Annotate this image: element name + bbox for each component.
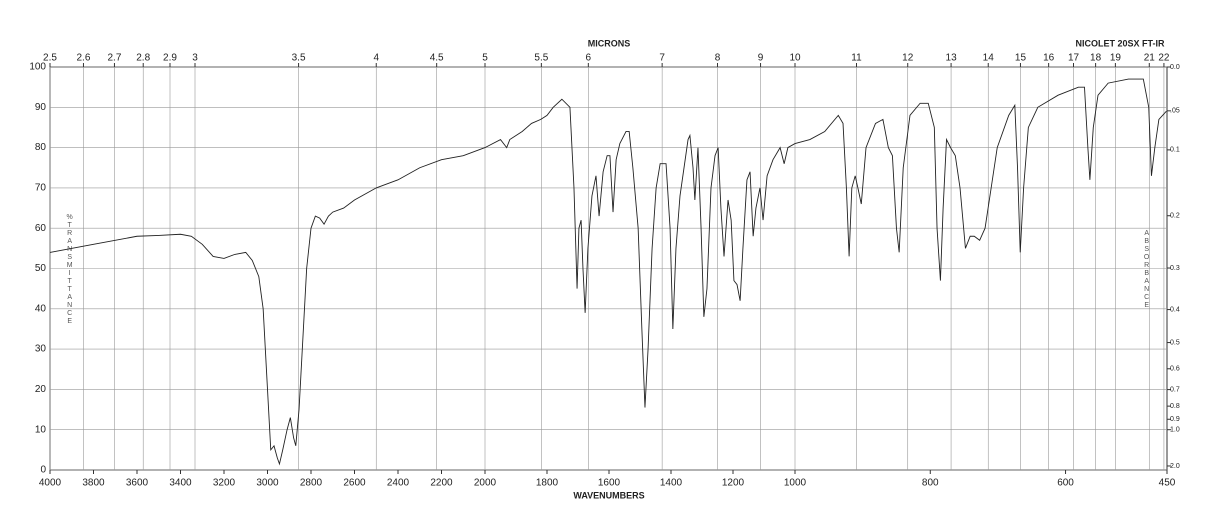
y2-tick-label: 0.1: [1170, 147, 1180, 154]
chart-title: NICOLET 20SX FT-IR: [1075, 38, 1165, 48]
x-tick-label: 2400: [387, 478, 410, 489]
top-tick-label: 2.7: [107, 53, 121, 64]
x-tick-label: 1000: [784, 478, 807, 489]
x-tick-label: 1600: [598, 478, 621, 489]
x-tick-label: 450: [1159, 478, 1176, 489]
y-axis-label: %TRANSMITTANCE: [66, 214, 73, 326]
y2-tick-label: 1.0: [1170, 427, 1180, 434]
top-tick-label: 5.5: [534, 53, 548, 64]
x-tick-label: 2600: [343, 478, 366, 489]
top-tick-label: 13: [946, 53, 958, 64]
x-tick-label: 3400: [169, 478, 192, 489]
y2-tick-label: 0.2: [1170, 213, 1180, 220]
y2-tick-label: 0.7: [1170, 386, 1180, 393]
x-tick-label: 2200: [430, 478, 453, 489]
top-tick-label: 5: [482, 53, 488, 64]
x-tick-label: 1800: [536, 478, 559, 489]
x-tick-label: 4000: [39, 478, 62, 489]
y-tick-label: 100: [29, 62, 46, 73]
x-tick-label: 3600: [126, 478, 149, 489]
y-tick-label: 10: [35, 424, 47, 435]
y2-tick-label: 0.3: [1170, 265, 1180, 272]
top-tick-label: 12: [902, 53, 914, 64]
y2-tick-label: 2.0: [1170, 463, 1180, 470]
spectrum-line: [49, 78, 1167, 466]
top-tick-label: 9: [758, 53, 764, 64]
x-tick-label: 3200: [213, 478, 236, 489]
x-tick-label: 2000: [474, 478, 497, 489]
y-tick-label: 20: [35, 384, 47, 395]
top-tick-label: 4.5: [430, 53, 444, 64]
y-tick-label: 70: [35, 183, 47, 194]
x-axis-label: WAVENUMBERS: [573, 490, 644, 500]
y-tick-label: 80: [35, 142, 47, 153]
top-tick-label: 6: [586, 53, 592, 64]
top-tick-label: 2.6: [77, 53, 91, 64]
y2-axis-label: ABSORBANCE: [1143, 230, 1150, 310]
top-axis-label: MICRONS: [588, 38, 631, 48]
top-tick-label: 2.8: [136, 53, 150, 64]
x-tick-label: 600: [1057, 478, 1074, 489]
x-tick-label: 3800: [82, 478, 105, 489]
top-tick-label: 2.9: [163, 53, 177, 64]
x-tick-label: 800: [922, 478, 939, 489]
top-tick-label: 21: [1144, 53, 1156, 64]
top-tick-label: 17: [1068, 53, 1080, 64]
y2-tick-label: 0.0: [1170, 64, 1180, 71]
top-tick-label: 8: [715, 53, 721, 64]
y-tick-label: 40: [35, 303, 47, 314]
top-tick-label: 11: [851, 53, 862, 64]
y2-tick-label: .05: [1170, 108, 1180, 115]
y-tick-label: 30: [35, 344, 47, 355]
x-tick-label: 1200: [722, 478, 745, 489]
top-tick-label: 14: [983, 53, 995, 64]
y-tick-label: 0: [40, 465, 46, 476]
top-tick-label: 2.5: [43, 53, 57, 64]
top-tick-label: 3.5: [292, 53, 306, 64]
y-tick-label: 90: [35, 102, 47, 113]
top-tick-label: 16: [1043, 53, 1055, 64]
x-tick-label: 3000: [256, 478, 279, 489]
y2-tick-label: 0.6: [1170, 366, 1180, 373]
top-tick-label: 15: [1015, 53, 1027, 64]
y2-tick-label: 0.4: [1170, 306, 1180, 313]
top-tick-label: 18: [1090, 53, 1102, 64]
top-tick-label: 10: [789, 53, 801, 64]
top-tick-label: 3: [192, 53, 198, 64]
top-tick-label: 4: [373, 53, 379, 64]
y2-tick-label: 0.5: [1170, 339, 1180, 346]
y2-tick-label: 0.8: [1170, 403, 1180, 410]
top-tick-label: 7: [659, 53, 665, 64]
y-tick-label: 50: [35, 263, 47, 274]
top-tick-label: 22: [1158, 53, 1170, 64]
x-tick-label: 1400: [660, 478, 683, 489]
y-tick-label: 60: [35, 223, 47, 234]
top-tick-label: 19: [1110, 53, 1122, 64]
y2-tick-label: 0.9: [1170, 416, 1180, 423]
x-tick-label: 2800: [300, 478, 323, 489]
